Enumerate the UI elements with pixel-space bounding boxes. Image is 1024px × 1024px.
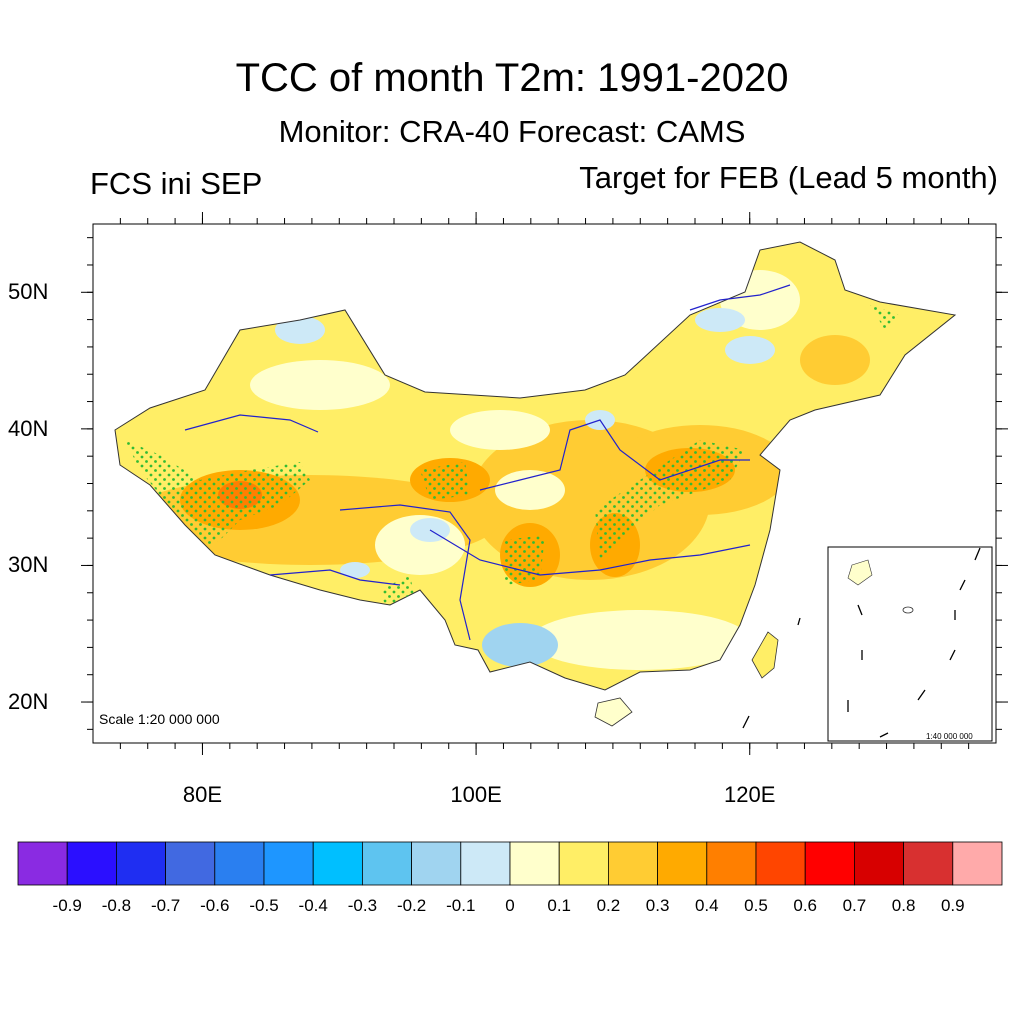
colorbar-box [657,841,708,886]
init-label: FCS ini SEP [90,166,263,201]
colorbar-box [706,841,757,886]
colorbar-label: 0.5 [744,896,768,915]
lat-label: 40N [8,415,49,441]
colorbar-box [312,841,363,886]
colorbar-label: -0.6 [200,896,230,915]
colorbar-label: 0.2 [596,896,621,915]
colorbar-box [952,841,1003,886]
colorbar-label: 0.1 [547,896,572,915]
colorbar-box [509,841,560,886]
colorbar-label: -0.9 [52,896,82,915]
colorbar-label: -0.7 [150,896,181,915]
taiwan-island [751,631,779,679]
inset-scale-label: 1:40 000 000 [926,732,973,741]
colorbar-box [755,841,806,886]
colorbar-box [558,841,609,886]
colorbar-label: 0 [505,896,515,915]
lon-label: 120E [724,782,776,807]
colorbar-box [17,841,68,886]
lat-label: 30N [8,552,49,578]
dash-line [742,617,801,729]
lon-label: 100E [450,782,502,807]
colorbar-label: 0.8 [891,896,916,915]
colorbar-box [116,841,167,886]
colorbar-label: 0.9 [940,896,965,915]
map-subtitle: Monitor: CRA-40 Forecast: CAMS [278,114,746,149]
colorbar-box [854,841,905,886]
colorbar-box [214,841,265,886]
colorbar-box [460,841,511,886]
colorbar-label: -0.8 [101,896,132,915]
colorbar [17,841,1003,886]
rivers [184,284,791,641]
colorbar-label: -0.4 [298,896,328,915]
axis-ticks [81,212,1008,755]
colorbar-label: 0.3 [645,896,670,915]
colorbar-label: -0.3 [347,896,378,915]
lon-label: 80E [182,782,223,807]
colorbar-box [66,841,117,886]
colorbar-box [608,841,659,886]
colorbar-box [165,841,216,886]
colorbar-box [411,841,462,886]
colorbar-box [804,841,855,886]
hainan-island [594,697,633,727]
colorbar-label: 0.4 [694,896,719,915]
colorbar-box [361,841,412,886]
lat-label: 20N [8,689,49,715]
scale-label: Scale 1:20 000 000 [99,711,220,727]
significance-stippling [125,305,900,605]
colorbar-label: -0.5 [249,896,279,915]
colorbar-label: 0.6 [793,896,818,915]
colorbar-label: 0.7 [842,896,867,915]
target-label: Target for FEB (Lead 5 month) [579,160,998,195]
lat-label: 50N [8,279,49,305]
map-title: TCC of month T2m: 1991-2020 [235,56,789,100]
colorbar-box [263,841,314,886]
colorbar-box [903,841,954,886]
colorbar-label: -0.2 [396,896,427,915]
colorbar-label: -0.1 [446,896,476,915]
south-china-sea-inset [827,546,993,742]
